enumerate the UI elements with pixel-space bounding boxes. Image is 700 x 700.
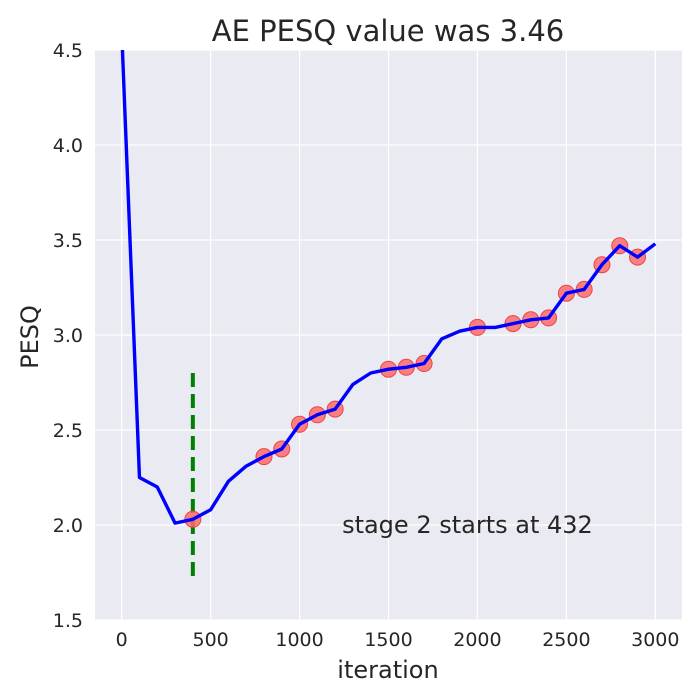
y-axis-label: PESQ [16, 305, 44, 369]
y-tick-label: 1.5 [53, 610, 83, 632]
x-tick-label: 0 [116, 629, 128, 651]
x-tick-label: 2000 [453, 629, 501, 651]
x-tick-label: 2500 [542, 629, 590, 651]
pesq-line [120, 50, 657, 525]
annotation-text: stage 2 starts at 432 [342, 511, 593, 539]
x-axis-label: iteration [337, 656, 438, 684]
plot-contents [120, 50, 657, 582]
y-tick-label: 2.0 [53, 515, 83, 537]
chart-title: AE PESQ value was 3.46 [212, 14, 564, 48]
y-tick-label: 4.0 [53, 135, 83, 157]
grid [95, 49, 682, 621]
y-tick-label: 3.0 [53, 325, 83, 347]
y-tick-label: 4.5 [53, 40, 83, 62]
y-tick-label: 2.5 [53, 420, 83, 442]
x-tick-label: 1000 [275, 629, 323, 651]
y-tick-label: 3.5 [53, 230, 83, 252]
x-tick-label: 1500 [364, 629, 412, 651]
x-tick-label: 3000 [631, 629, 679, 651]
tick-labels: 0 500 1000 1500 2000 2500 3000 1.5 2.0 2.5 3.0 3.5 4… [53, 40, 680, 651]
x-tick-label: 500 [192, 629, 228, 651]
